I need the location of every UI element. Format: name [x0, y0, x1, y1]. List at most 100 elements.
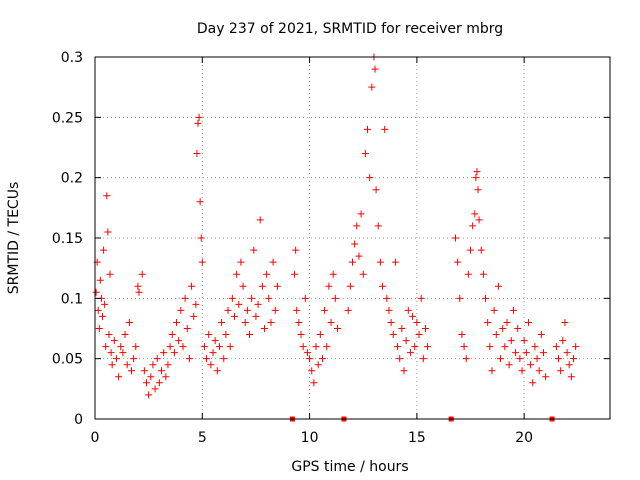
x-tick-label: 10	[301, 430, 319, 446]
data-point	[565, 361, 573, 369]
data-point	[520, 337, 528, 345]
data-point	[524, 318, 532, 326]
chart-title: Day 237 of 2021, SRMTID for receiver mbr…	[197, 21, 503, 37]
data-point	[164, 361, 172, 369]
data-point	[194, 119, 202, 127]
data-point	[406, 349, 414, 357]
data-point	[220, 355, 228, 363]
x-axis-label: GPS time / hours	[291, 459, 408, 475]
data-point	[484, 318, 492, 326]
data-point	[396, 355, 404, 363]
data-point	[306, 355, 314, 363]
y-tick-label: 0.1	[61, 291, 83, 307]
data-point	[155, 379, 163, 387]
data-point	[102, 343, 110, 351]
data-point	[215, 343, 223, 351]
data-point	[385, 306, 393, 314]
data-point	[552, 343, 560, 351]
data-point	[110, 337, 118, 345]
data-point	[387, 318, 395, 326]
x-tick-label: 0	[91, 430, 100, 446]
data-point	[570, 355, 578, 363]
data-point	[95, 325, 103, 332]
data-point	[509, 306, 517, 314]
data-point	[533, 355, 541, 363]
data-point	[149, 361, 157, 369]
data-point	[94, 306, 102, 314]
data-point	[195, 113, 203, 121]
data-point	[263, 270, 271, 278]
data-point	[127, 367, 135, 375]
data-point	[293, 306, 301, 314]
data-point	[557, 367, 565, 375]
data-point	[537, 331, 545, 339]
data-point	[379, 282, 387, 290]
data-point	[108, 361, 116, 369]
data-point	[117, 343, 125, 351]
data-point	[488, 367, 496, 375]
data-point	[555, 355, 562, 363]
data-point	[211, 337, 219, 345]
data-point	[516, 355, 524, 363]
data-point	[482, 294, 490, 302]
data-point	[559, 337, 567, 345]
data-point	[454, 258, 462, 266]
data-points	[92, 53, 580, 422]
data-point	[230, 312, 238, 320]
data-point	[205, 331, 213, 339]
data-point	[222, 331, 230, 339]
data-point	[353, 222, 361, 230]
data-point	[460, 343, 468, 351]
data-point	[197, 234, 205, 242]
axis-ticks: 0 5 10 15 20 0 0.05 0.1 0.15 0.2 0.25 0.3	[52, 50, 610, 446]
data-point	[252, 312, 260, 320]
data-point	[310, 379, 318, 387]
data-point	[376, 258, 384, 266]
data-point	[467, 246, 475, 254]
data-point	[312, 343, 320, 351]
data-point	[475, 216, 483, 224]
data-point	[181, 294, 189, 302]
data-point	[456, 294, 464, 302]
data-point	[203, 355, 211, 363]
data-point	[415, 331, 423, 339]
data-point	[145, 391, 153, 399]
data-point	[535, 367, 543, 375]
data-point	[472, 174, 480, 182]
data-point	[188, 282, 196, 290]
data-point	[151, 385, 159, 393]
data-point	[248, 294, 256, 302]
data-point	[135, 288, 143, 296]
data-point	[175, 337, 183, 345]
data-point	[417, 294, 425, 302]
data-point	[160, 349, 168, 357]
data-point	[329, 270, 337, 278]
data-point	[529, 379, 537, 387]
data-point	[333, 325, 341, 332]
data-point	[130, 355, 138, 363]
data-point	[207, 361, 215, 369]
data-point	[107, 349, 115, 357]
data-point	[209, 349, 217, 357]
data-point	[318, 355, 326, 363]
data-point	[92, 288, 100, 296]
y-tick-label: 0.05	[52, 352, 83, 368]
data-point	[132, 343, 140, 351]
data-point	[359, 270, 367, 278]
y-tick-label: 0.3	[61, 50, 83, 66]
data-point	[166, 343, 174, 351]
data-point	[112, 355, 120, 363]
data-point	[346, 282, 354, 290]
data-point	[361, 150, 369, 158]
data-point	[364, 125, 372, 133]
data-point	[389, 331, 397, 339]
data-point	[177, 306, 185, 314]
data-point	[291, 270, 299, 278]
data-point	[563, 349, 571, 357]
data-point	[196, 198, 204, 206]
x-tick-label: 5	[198, 430, 207, 446]
data-point	[572, 343, 580, 351]
data-point	[398, 325, 406, 332]
data-point	[512, 349, 520, 357]
